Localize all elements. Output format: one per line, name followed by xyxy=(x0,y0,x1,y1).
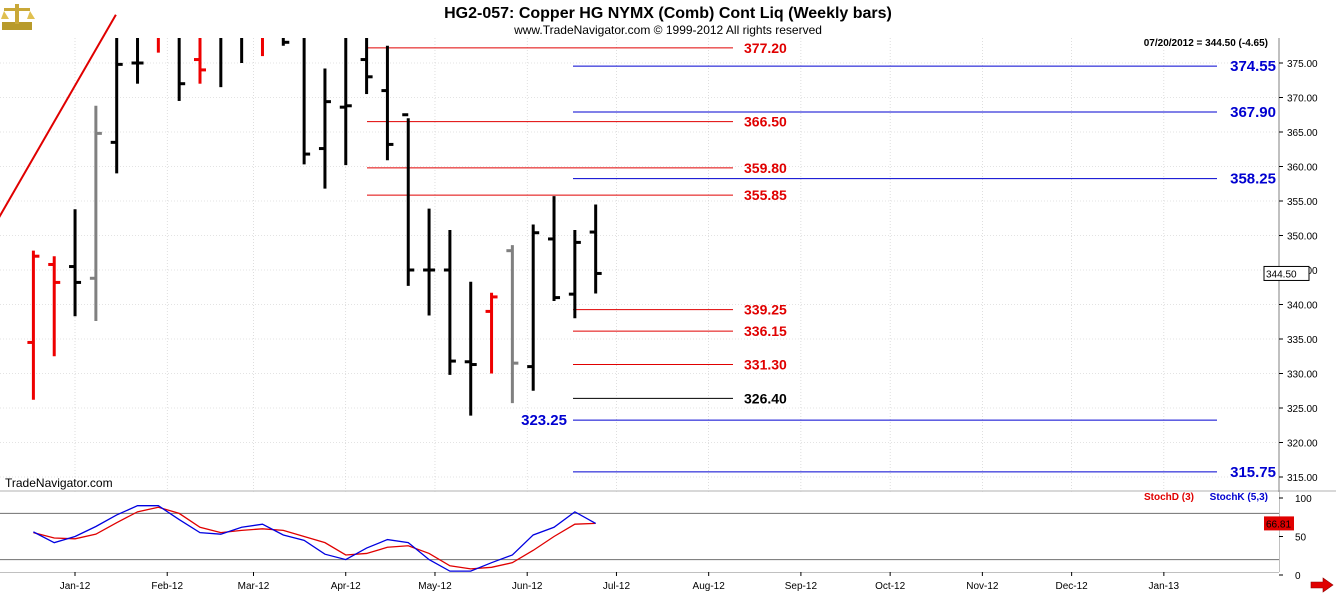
ohlc-bar xyxy=(110,38,123,174)
price-grid xyxy=(0,38,1336,573)
price-tick-label: 375.00 xyxy=(1287,59,1318,70)
month-label: Jul-12 xyxy=(603,581,631,592)
month-label: Apr-12 xyxy=(331,581,361,592)
ohlc-bar xyxy=(177,38,186,101)
level-label: 374.55 xyxy=(1230,58,1276,75)
price-panel-bg xyxy=(0,38,1279,490)
ohlc-bar xyxy=(589,204,602,294)
chart-title: HG2-057: Copper HG NYMX (Comb) Cont Liq … xyxy=(444,5,892,22)
month-label: Mar-12 xyxy=(238,581,270,592)
month-label: May-12 xyxy=(418,581,452,592)
ohlc-bar xyxy=(485,292,498,374)
price-tick-label: 335.00 xyxy=(1287,335,1318,346)
stochastic-axis: 0 50 100 66.81 xyxy=(1264,494,1312,582)
level-label: 367.90 xyxy=(1230,104,1276,121)
stoch-panel-bg xyxy=(0,492,1279,572)
month-label: Sep-12 xyxy=(785,581,818,592)
stoch-line xyxy=(33,506,596,570)
ohlc-bar xyxy=(27,250,40,400)
copyright-text: www.TradeNavigator.com © 1999-2012 All r… xyxy=(513,23,822,37)
last-price-tag-text: 344.50 xyxy=(1266,269,1297,280)
ohlc-bar xyxy=(548,196,561,302)
ohlc-bar xyxy=(464,281,477,416)
ohlc-bar xyxy=(527,224,540,391)
ohlc-bar xyxy=(568,229,581,319)
month-label: Dec-12 xyxy=(1056,581,1089,592)
ohlc-bar xyxy=(48,256,61,357)
last-price-tag xyxy=(1263,265,1310,281)
month-label: Nov-12 xyxy=(966,581,999,592)
month-label: Jan-13 xyxy=(1149,581,1180,592)
month-label: Aug-12 xyxy=(693,581,726,592)
ohlc-bar xyxy=(131,38,144,84)
trendline xyxy=(0,14,117,218)
last-price-readout: 07/20/2012 = 344.50 (-4.65) xyxy=(1144,38,1268,49)
level-label: 339.25 xyxy=(744,302,787,318)
price-tick-label: 330.00 xyxy=(1287,370,1318,381)
level-label: 359.80 xyxy=(744,160,787,176)
ohlc-bar xyxy=(318,68,331,189)
header: HG2-057: Copper HG NYMX (Comb) Cont Liq … xyxy=(1,4,1268,490)
price-tick-label: 355.00 xyxy=(1287,197,1318,208)
trendline-segment xyxy=(0,14,117,218)
month-label: Jun-12 xyxy=(512,581,543,592)
level-label: 323.25 xyxy=(521,412,567,429)
ohlc-bar xyxy=(339,38,352,166)
ohlc-bar xyxy=(443,229,456,375)
legend-stochd: StochD (3) xyxy=(1144,492,1194,503)
price-axis: 315.00320.00325.00330.00335.00340.00345.… xyxy=(1263,59,1318,484)
price-tick-label: 315.00 xyxy=(1287,473,1318,484)
ohlc-bar xyxy=(281,38,290,46)
ohlc-bar xyxy=(402,113,415,286)
price-tick-label: 350.00 xyxy=(1287,232,1318,243)
ohlc-bar xyxy=(360,38,373,95)
price-tick-label: 320.00 xyxy=(1287,439,1318,450)
level-label: 366.50 xyxy=(744,114,787,130)
level-label: 315.75 xyxy=(1230,464,1276,481)
stochastic-lines xyxy=(33,505,596,572)
stoch-value-tag-text: 66.81 xyxy=(1266,519,1291,530)
red-right-arrow-icon[interactable] xyxy=(1310,577,1334,593)
ohlc-bar xyxy=(302,38,311,165)
level-label: 355.85 xyxy=(744,187,787,203)
month-label: Oct-12 xyxy=(875,581,905,592)
level-label: 336.15 xyxy=(744,323,787,339)
stoch-tick-label: 50 xyxy=(1295,533,1307,544)
ohlc-bar xyxy=(423,208,436,316)
price-tick-label: 370.00 xyxy=(1287,94,1318,105)
stoch-value-tag xyxy=(1264,516,1294,531)
price-tick-label: 365.00 xyxy=(1287,128,1318,139)
ohlc-bar xyxy=(89,105,102,322)
stoch-tick-label: 0 xyxy=(1295,571,1301,582)
price-tick-label: 325.00 xyxy=(1287,404,1318,415)
watermark: TradeNavigator.com xyxy=(5,476,113,490)
level-label: 326.40 xyxy=(744,390,787,406)
level-label: 331.30 xyxy=(744,357,787,373)
ohlc-bar xyxy=(381,45,394,161)
month-label: Jan-12 xyxy=(60,581,91,592)
ohlc-bar xyxy=(506,245,519,404)
legend-stochk: StochK (5,3) xyxy=(1210,492,1268,503)
ohlc-bar xyxy=(69,209,82,317)
stochastic-grid xyxy=(0,492,1279,572)
stoch-line xyxy=(33,505,596,572)
time-axis: Jan-12 Feb-12 Mar-12 Apr-12 May-12 Jun-12 Jul-… xyxy=(60,572,1180,592)
price-tick-label: 360.00 xyxy=(1287,163,1318,174)
month-label: Feb-12 xyxy=(151,581,183,592)
price-bars xyxy=(27,38,602,416)
level-lines: 377.20 374.55 367.90 366.50 359.80 358.25 355.… xyxy=(367,40,1276,481)
ohlc-bar xyxy=(194,38,206,84)
gold-scales-icon xyxy=(1,4,35,30)
level-label: 377.20 xyxy=(744,40,787,56)
level-label: 358.25 xyxy=(1230,171,1276,188)
stoch-tick-label: 100 xyxy=(1295,494,1312,505)
price-tick-label: 340.00 xyxy=(1287,301,1318,312)
